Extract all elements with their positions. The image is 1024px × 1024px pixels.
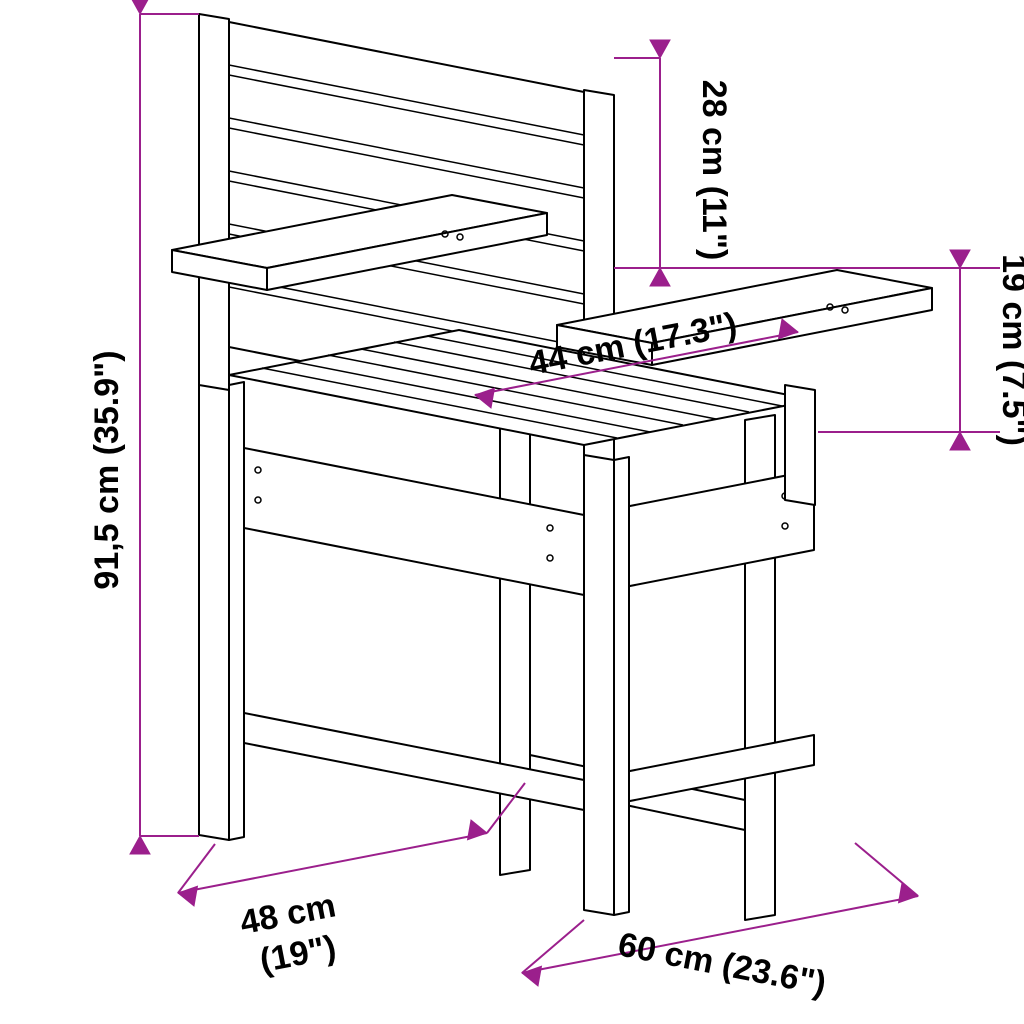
chair-dimension-diagram: 91,5 cm (35.9") 28 cm (11") 19 cm (7.5")… [0,0,1024,1024]
chair-drawing [172,14,932,920]
dim-width-label: 60 cm (23.6") [615,925,829,1003]
dim-height [130,0,199,854]
dim-back-to-arm [614,40,930,286]
dim-height-label: 91,5 cm (35.9") [88,350,126,589]
dim-arm-to-seat-label: 19 cm (7.5") [995,254,1024,446]
dim-back-to-arm-label: 28 cm (11") [695,80,733,261]
